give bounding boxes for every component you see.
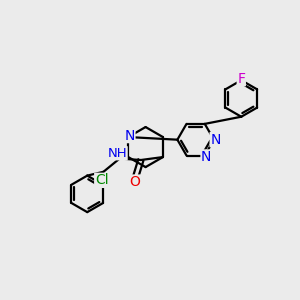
Text: N: N — [201, 150, 211, 164]
Text: NH: NH — [107, 147, 127, 160]
Text: O: O — [130, 175, 140, 189]
Text: N: N — [210, 133, 220, 147]
Text: Cl: Cl — [95, 173, 108, 187]
Text: N: N — [124, 129, 135, 142]
Text: F: F — [237, 72, 245, 86]
